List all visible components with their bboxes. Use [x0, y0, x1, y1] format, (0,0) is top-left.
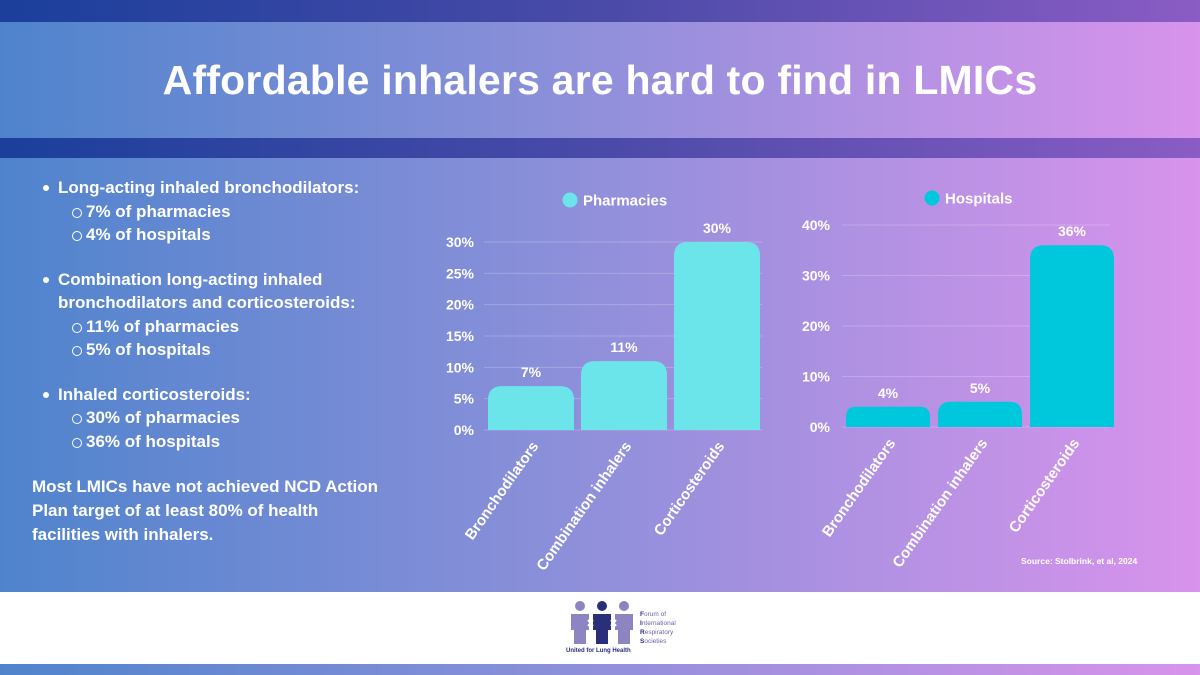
firs-logo: United for Lung Health Forum of Internat…	[566, 598, 696, 660]
legend-label: Hospitals	[945, 191, 1013, 208]
bar	[488, 386, 574, 430]
bullet-text-line: bronchodilators and corticosteroids:	[58, 293, 356, 312]
note-line: Most LMICs have not achieved NCD Action	[32, 477, 379, 496]
bullet-item: Combination long-acting inhaled bronchod…	[40, 268, 420, 315]
legend-marker	[562, 192, 578, 208]
people-logo-icon	[571, 601, 633, 644]
data-label: 7%	[521, 364, 542, 380]
sub-bullet-item: 11% of pharmacies	[40, 315, 420, 339]
legend-marker	[924, 190, 940, 206]
y-tick-label: 30%	[802, 268, 831, 284]
sub-bullet-item: 30% of pharmacies	[40, 406, 420, 430]
bottom-band	[0, 664, 1200, 675]
x-category-label: Combination inhalers	[889, 436, 991, 571]
footer: United for Lung Health Forum of Internat…	[0, 592, 1200, 664]
data-label: 5%	[970, 380, 991, 396]
y-tick-label: 20%	[446, 297, 475, 313]
target-note: Most LMICs have not achieved NCD Action …	[32, 475, 412, 547]
header-divider	[0, 138, 1200, 158]
bullet-item: Long-acting inhaled bronchodilators:	[40, 176, 420, 200]
legend-label: Pharmacies	[583, 193, 667, 210]
bar	[846, 406, 930, 427]
y-tick-label: 10%	[446, 359, 475, 375]
sub-bullet-item: 5% of hospitals	[40, 338, 420, 362]
y-tick-label: 40%	[802, 217, 831, 233]
main-panel: Long-acting inhaled bronchodilators: 7% …	[0, 158, 1200, 592]
y-tick-label: 10%	[802, 369, 831, 385]
x-category-label: Corticosteroids	[1006, 436, 1084, 537]
y-tick-label: 0%	[454, 422, 475, 438]
x-category-label: Bronchodilators	[819, 436, 899, 541]
sub-bullet-item: 7% of pharmacies	[40, 200, 420, 224]
y-tick-label: 20%	[802, 318, 831, 334]
source-citation: Source: Stolbrink, et al, 2024	[1021, 556, 1138, 566]
bar	[1030, 245, 1114, 427]
logo-tagline: United for Lung Health	[566, 648, 631, 654]
data-label: 11%	[610, 339, 638, 355]
sub-bullet-item: 36% of hospitals	[40, 430, 420, 454]
note-line: facilities with inhalers.	[32, 525, 214, 544]
data-label: 36%	[1058, 223, 1087, 239]
bullet-text-line: Combination long-acting inhaled	[58, 269, 323, 289]
logo-org-name: Forum of International Respiratory Socie…	[640, 611, 676, 645]
x-category-label: Corticosteroids	[651, 439, 729, 540]
bullet-item: Inhaled corticosteroids:	[40, 383, 420, 407]
y-tick-label: 25%	[446, 265, 475, 281]
sub-bullet-item: 4% of hospitals	[40, 223, 420, 247]
bar	[581, 361, 667, 430]
x-category-label: Bronchodilators	[462, 439, 542, 544]
header: Affordable inhalers are hard to find in …	[0, 22, 1200, 138]
y-tick-label: 0%	[810, 419, 831, 435]
page-title: Affordable inhalers are hard to find in …	[162, 56, 1038, 103]
top-band	[0, 0, 1200, 22]
bullet-list: Long-acting inhaled bronchodilators: 7% …	[40, 176, 420, 453]
data-label: 30%	[703, 220, 732, 236]
x-category-label: Combination inhalers	[533, 439, 635, 574]
y-tick-label: 15%	[446, 328, 475, 344]
data-label: 4%	[878, 385, 899, 401]
bar-charts: 0% 5% 10% 15% 20% 25% 30% Pharmacies 7% Bronchodi…	[446, 190, 1114, 574]
note-line: Plan target of at least 80% of health	[32, 501, 319, 520]
y-tick-label: 5%	[454, 391, 475, 407]
y-tick-label: 30%	[446, 234, 475, 250]
bar	[674, 242, 760, 430]
bar	[938, 401, 1022, 427]
